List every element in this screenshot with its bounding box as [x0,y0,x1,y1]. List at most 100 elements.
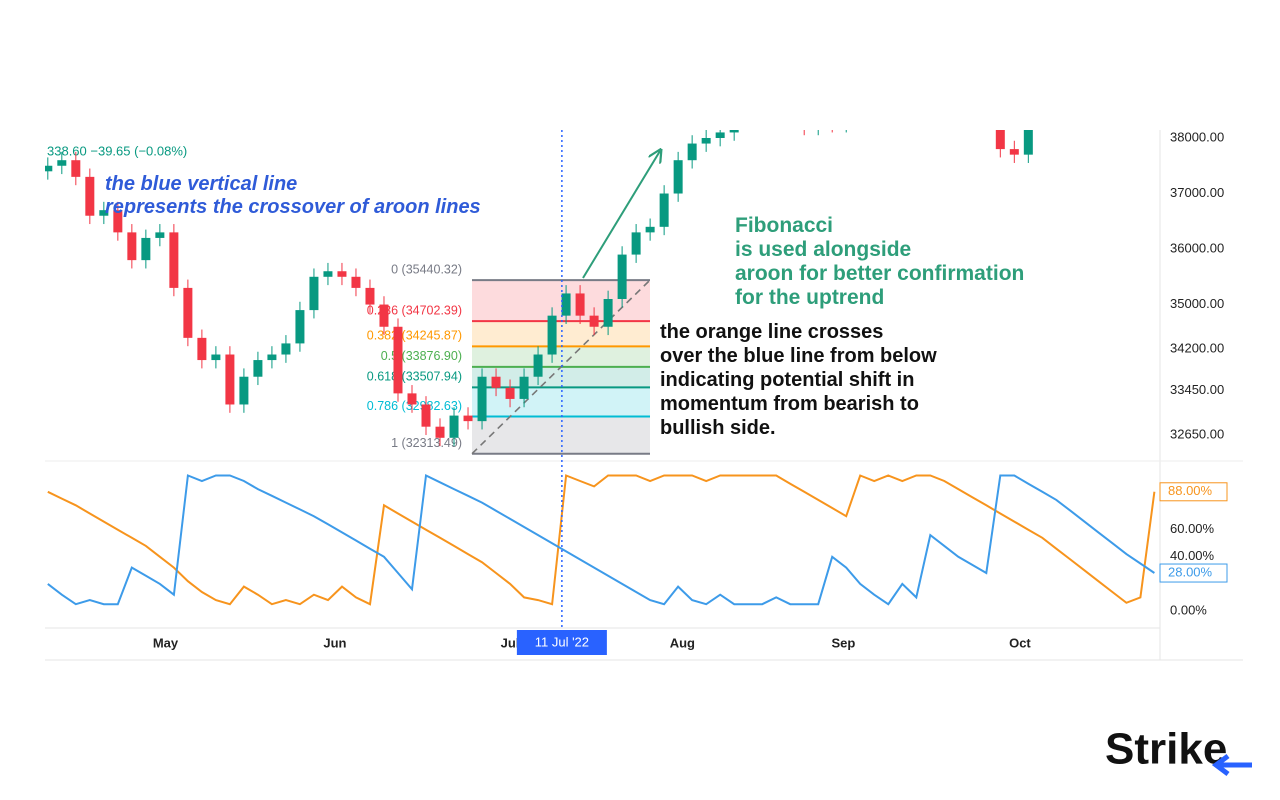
annotation-line: is used alongside [735,238,911,261]
current-value-label: 28.00% [1168,564,1213,579]
candle-body [561,293,571,316]
x-tick-label: Sep [832,635,856,650]
fib-label: 0.5 (33876.90) [381,349,462,363]
candle-body [351,276,361,288]
candle-body [477,376,487,422]
x-tick-label: Jul [501,635,520,650]
candle-body [435,426,445,438]
y-tick-label: 34200.00 [1170,340,1224,355]
annotation-line: indicating potential shift in [660,369,914,391]
candles [45,130,1033,447]
fib-label: 0 (35440.32) [391,262,462,276]
y-tick-label: 33450.00 [1170,382,1224,397]
brand-arrow [1211,754,1252,776]
aroon-line [47,473,1155,606]
annotation: the blue vertical line represents the cro… [105,173,481,218]
fib-band [472,387,650,417]
annotation-line: the orange line crosses [660,321,883,343]
candle-body [365,287,375,305]
candle-body [225,354,235,405]
candle-body [71,160,81,177]
fib-label: 0.786 (32982.63) [367,399,462,413]
crosshair-label-box [516,630,607,655]
trend-arrow [582,151,660,279]
candle-body [113,210,123,233]
candle-body [267,354,277,361]
candle-body [379,304,389,327]
candle-body [239,376,249,405]
candle-body [519,376,529,399]
candle-body [659,193,669,227]
candle-body [715,132,725,138]
fib-label: 0.382 (34245.87) [367,329,462,343]
candle-body [253,360,263,377]
x-tick-label: Aug [670,635,695,650]
candle-body [211,354,221,361]
candle-body [505,387,515,399]
candle-body [463,415,473,422]
candle-body [407,393,417,405]
fib-label: 1 (32313.49) [391,436,462,450]
candle-body [995,130,1005,150]
x-tick-label: May [153,635,179,650]
candle-body [631,232,641,255]
fib-label: 0.236 (34702.39) [367,303,462,317]
fibonacci: 0 (35440.32) 0.236 (34702.39) 0.382 (34245… [367,262,651,455]
current-value-label: 88.00% [1168,483,1213,498]
candle-body [323,271,333,277]
y-tick-label: 60.00% [1170,521,1215,536]
aroon-line [47,474,1156,606]
annotation-line: Fibonacci [735,214,833,237]
status-line: 338.60 −39.65 (−0.08%) [47,143,187,158]
candle-body [127,232,137,261]
current-value-box [1159,482,1228,502]
candle-body [183,287,193,338]
candle-body [337,271,347,277]
brand-name: Strike [1105,725,1227,774]
candle-body [491,376,501,388]
annotation-line: aroon for better confirmation [735,262,1024,285]
fib-band [472,416,650,454]
candle-body [1023,130,1033,155]
annotation-line: momentum from bearish to [660,393,919,415]
y-tick-label: 36000.00 [1170,240,1224,255]
annotation-line: for the uptrend [735,286,884,309]
annotation-line: the blue vertical line [105,173,297,195]
brand-logo: Strike [1105,725,1252,776]
annotation-line: over the blue line from below [660,345,937,367]
candle-body [85,176,95,216]
candle-body [99,210,109,216]
candle-body [645,226,655,233]
candle-body [701,137,711,144]
fib-band [472,366,650,388]
y-tick-label: 37000.00 [1170,185,1224,200]
candle-body [197,337,207,361]
fib-band [472,321,650,347]
candle-body [589,315,599,327]
aroon-lines [47,473,1156,606]
y-tick-label: 38000.00 [1170,129,1224,144]
annotation-line: bullish side. [660,417,776,439]
candle-body [421,404,431,427]
fib-band [472,346,650,367]
y-tick-label: 0.00% [1170,602,1207,617]
y-tick-label: 32650.00 [1170,426,1224,441]
y-tick-label: 40.00% [1170,548,1215,563]
candle-body [449,415,459,438]
candle-body [687,143,697,161]
candle-body [141,237,151,261]
current-value-box [1159,563,1228,583]
candle-body [575,293,585,316]
candle-body [169,232,179,288]
candle-body [673,160,683,194]
annotation: Fibonacci is used alongside aroon for bett… [735,214,1024,309]
candle-body [295,310,305,344]
candle-body [533,354,543,377]
candle-body [155,232,165,238]
candle-body [617,254,627,299]
candle-body [281,343,291,355]
candle-body [57,160,67,166]
candle-body [45,165,53,172]
fib-trend [471,279,651,455]
